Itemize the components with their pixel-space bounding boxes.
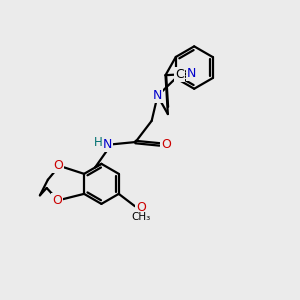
Text: O: O <box>161 138 171 151</box>
Text: N: N <box>187 67 196 80</box>
Text: N: N <box>103 138 112 151</box>
Text: H: H <box>93 136 102 148</box>
Text: O: O <box>52 194 62 207</box>
Text: N: N <box>153 89 162 102</box>
Text: O: O <box>53 159 63 172</box>
Text: O: O <box>136 201 146 214</box>
Text: C: C <box>175 68 184 81</box>
Text: CH₃: CH₃ <box>132 212 151 222</box>
